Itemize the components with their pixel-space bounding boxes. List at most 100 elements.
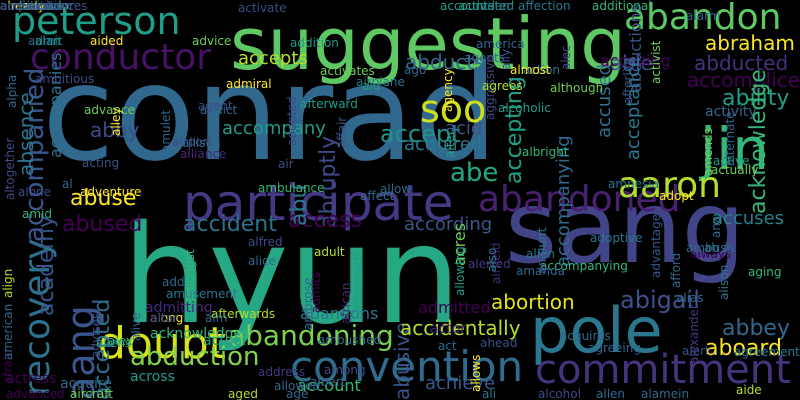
word-agreement-123: agreement	[734, 345, 800, 359]
word-admitting-92: admitting	[145, 300, 213, 316]
word-abe-27: abe	[450, 158, 499, 188]
word-air-130: air	[278, 157, 294, 171]
word-adoptive-95: adoptive	[590, 231, 643, 245]
word-addition-86: addition	[290, 36, 339, 50]
word-agent-116: agent	[198, 99, 233, 113]
word-aided-128: aided	[90, 34, 124, 48]
word-amnesia-187: amnesia	[608, 177, 659, 191]
word-albert-139: albert	[310, 375, 346, 389]
word-add-84: add	[162, 275, 185, 289]
word-additional-87: additional	[592, 0, 652, 13]
word-activity-69: activity	[705, 104, 757, 120]
word-alec-143: alec	[559, 45, 573, 70]
word-alcoholic-142: alcoholic	[498, 101, 551, 115]
word-acknowledge-50: acknowledge	[746, 69, 771, 214]
word-abortion-30: abortion	[491, 290, 575, 314]
word-adventure-100: adventure	[80, 185, 142, 199]
word-allowing-163: allowing	[453, 246, 467, 296]
word-america-184: america	[476, 37, 525, 51]
word-acid-53: acid	[445, 118, 483, 139]
word-abandons-61: abandons	[300, 304, 379, 323]
word-adam-83: adam	[480, 0, 515, 13]
word-abandon-12: abandon	[624, 0, 782, 38]
word-age-113: age	[286, 387, 309, 400]
word-afterward-111: afterward	[300, 97, 358, 111]
word-aliens-153: aliens	[96, 336, 132, 350]
word-accompanies-51: accompanies	[46, 52, 65, 159]
word-abducts-42: abducts	[405, 50, 485, 74]
word-although-174: although	[550, 81, 604, 95]
word-amulet-191: amulet	[159, 109, 173, 152]
word-advance-97: advance	[84, 103, 136, 117]
word-admitted-60: admitted	[418, 298, 491, 317]
word-acquaintance-202: acquaintance	[0, 0, 82, 13]
word-convention-8: convention	[290, 342, 524, 391]
word-accident-25: accident	[183, 212, 277, 237]
word-also-170: also	[485, 247, 499, 272]
word-acquire-74: acquire	[60, 376, 112, 392]
word-jin-11: jin	[700, 115, 769, 183]
word-accidentally-46: accidentally	[400, 316, 521, 340]
word-ambush-181: ambush	[686, 241, 735, 255]
word-alive-156: alive	[129, 312, 143, 341]
word-agreeing-122: agreeing	[588, 341, 641, 355]
word-ability-38: ability	[722, 86, 790, 111]
word-account-59: account	[297, 376, 361, 395]
word-advantage-99: advantage	[649, 213, 663, 278]
word-ancient-195: ancient	[0, 0, 45, 13]
word-activated-81: activated	[458, 0, 515, 13]
word-amends-183: amends	[701, 128, 715, 176]
word-alarm-138: alarm	[686, 9, 721, 23]
word-conrad-0: conrad	[42, 37, 498, 191]
word-alex-146: alex	[108, 334, 133, 348]
word-doubt-15: doubt	[98, 318, 226, 369]
word-amid-186: amid	[22, 207, 52, 221]
word-airport-134: airport	[172, 135, 213, 149]
word-accept-37: accept	[380, 120, 461, 148]
word-alert-144: alert	[682, 344, 710, 358]
word-ana-194: ana	[709, 215, 723, 238]
word-ambitious-178: ambitious	[35, 72, 95, 86]
word-actual-72: actual	[203, 333, 247, 349]
word-acquires-75: acquires	[560, 329, 611, 343]
word-adult-96: adult	[314, 245, 345, 259]
word-allowed-162: allowed	[274, 379, 321, 393]
word-address-88: address	[258, 365, 306, 379]
word-soo-16: soo	[420, 87, 487, 131]
word-alice-151: alice	[248, 254, 277, 268]
word-accuses-52: accuses	[712, 208, 785, 229]
word-alone-167: alone	[18, 185, 52, 199]
word-allow-161: allow	[380, 182, 412, 196]
word-always-176: always	[690, 247, 732, 261]
word-across-64: across	[130, 369, 175, 385]
word-agrees-121: agrees	[482, 79, 523, 93]
word-altogether-175: altogether	[3, 137, 17, 200]
word-agency-115: agency	[441, 68, 455, 112]
word-affair-103: affair	[335, 116, 349, 148]
word-alter-172: alter	[443, 130, 457, 158]
word-accepts-49: accepts	[238, 48, 308, 69]
word-advice-101: advice	[192, 34, 232, 48]
word-ah-124: ah	[704, 241, 719, 255]
word-accompanying-77: accompanying	[540, 259, 628, 273]
word-allows-164: allows	[469, 354, 483, 392]
word-admiral-89: admiral	[226, 77, 272, 91]
word-abbey-32: abbey	[722, 316, 790, 341]
word-action-66: action	[523, 63, 560, 77]
word-accompany-48: accompany	[222, 118, 326, 139]
word-aftermath-110: aftermath	[351, 252, 365, 312]
word-almost-166: almost	[510, 63, 551, 77]
word-abuse-23: abuse	[70, 186, 137, 211]
word-aim-129: aim	[205, 311, 228, 325]
word-activates-82: activates	[320, 64, 375, 78]
word-affection-105: affection	[518, 0, 571, 13]
word-aid-126: aid	[362, 79, 381, 93]
word-allison-160: allison	[182, 136, 221, 150]
word-abigail-31: abigail	[620, 286, 700, 314]
word-aide-127: aide	[736, 383, 762, 397]
word-afford-106: afford	[669, 252, 683, 288]
word-amusement-192: amusement	[166, 287, 238, 301]
word-among-188: among	[324, 363, 366, 377]
word-abby-43: abby	[90, 118, 140, 142]
word-hyun-1: hyun	[122, 197, 462, 355]
